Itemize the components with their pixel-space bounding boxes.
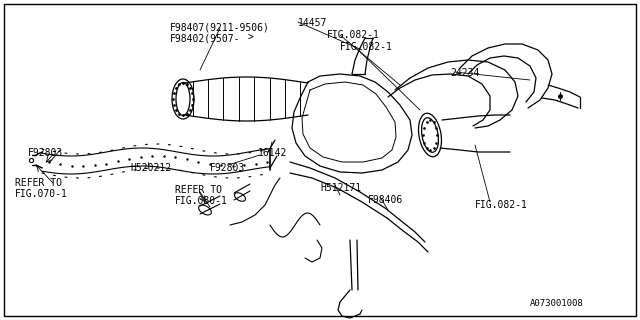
Text: FIG.082-1: FIG.082-1 [475,200,528,210]
Text: H520212: H520212 [130,163,171,173]
Text: F92803: F92803 [28,148,63,158]
Text: FIG.070-1: FIG.070-1 [15,189,68,199]
Text: FIG.080-1: FIG.080-1 [175,196,228,206]
Text: 16142: 16142 [258,148,287,158]
Text: >: > [248,33,254,43]
Text: F98407(9211-9506): F98407(9211-9506) [170,22,270,32]
Text: A073001008: A073001008 [530,299,584,308]
Text: 24234: 24234 [450,68,479,78]
Text: FIG.082-1: FIG.082-1 [327,30,380,40]
Text: F92803: F92803 [210,163,245,173]
Text: 14457: 14457 [298,18,328,28]
Text: REFER TO: REFER TO [175,185,222,195]
Text: FIG.082-1: FIG.082-1 [340,42,393,52]
Text: REFER TO: REFER TO [15,178,62,188]
Text: H512171: H512171 [320,183,361,193]
Text: F98402(9507-: F98402(9507- [170,33,241,43]
Text: F98406: F98406 [368,195,403,205]
